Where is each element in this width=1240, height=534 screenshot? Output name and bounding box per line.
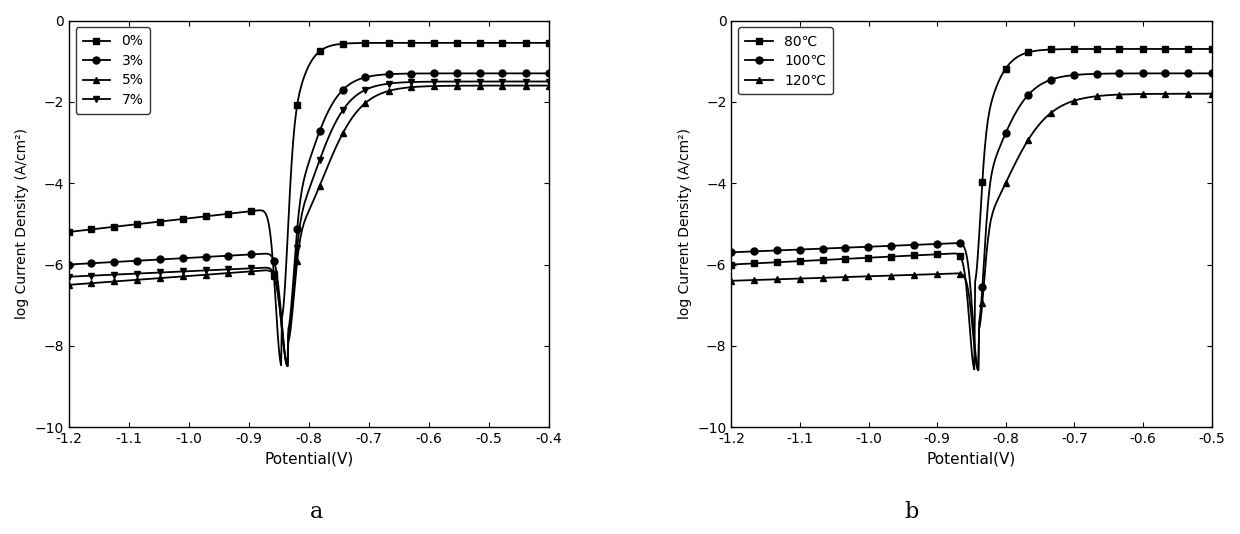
Line: 120℃: 120℃ xyxy=(728,90,1215,374)
5% xyxy=(185,272,200,279)
80℃ xyxy=(1045,46,1060,53)
100℃ xyxy=(808,246,823,252)
100℃ xyxy=(1045,76,1060,82)
5% xyxy=(345,114,360,121)
100℃ xyxy=(1086,70,1101,77)
120℃ xyxy=(847,273,862,280)
120℃ xyxy=(724,278,739,284)
Text: b: b xyxy=(904,501,919,523)
0% xyxy=(279,251,294,257)
X-axis label: Potential(V): Potential(V) xyxy=(264,452,353,467)
0% xyxy=(61,229,76,235)
120℃ xyxy=(1008,160,1023,167)
100℃ xyxy=(971,367,986,373)
7% xyxy=(279,358,294,365)
3% xyxy=(185,254,200,261)
0% xyxy=(274,362,289,368)
120℃ xyxy=(941,270,956,277)
Line: 3%: 3% xyxy=(66,70,552,370)
5% xyxy=(383,88,398,94)
3% xyxy=(424,70,439,76)
7% xyxy=(383,80,398,87)
0% xyxy=(185,215,200,221)
7% xyxy=(185,268,200,274)
100℃ xyxy=(847,244,862,250)
100℃ xyxy=(941,240,956,247)
7% xyxy=(146,270,161,276)
3% xyxy=(146,256,161,263)
5% xyxy=(146,276,161,282)
80℃ xyxy=(1008,55,1023,61)
3% xyxy=(345,79,360,85)
80℃ xyxy=(847,255,862,262)
3% xyxy=(279,358,294,364)
Line: 100℃: 100℃ xyxy=(728,70,1215,374)
Y-axis label: log Current Density (A/cm²): log Current Density (A/cm²) xyxy=(15,128,29,319)
0% xyxy=(424,40,439,46)
5% xyxy=(542,82,557,89)
3% xyxy=(383,71,398,77)
100℃ xyxy=(1008,111,1023,117)
120℃ xyxy=(1204,91,1219,97)
100℃ xyxy=(1204,70,1219,76)
Line: 80℃: 80℃ xyxy=(728,45,1215,373)
80℃ xyxy=(967,366,982,373)
80℃ xyxy=(1204,46,1219,52)
Legend: 80℃, 100℃, 120℃: 80℃, 100℃, 120℃ xyxy=(738,27,833,95)
5% xyxy=(280,363,295,370)
Legend: 0%, 3%, 5%, 7%: 0%, 3%, 5%, 7% xyxy=(76,27,150,114)
Line: 7%: 7% xyxy=(66,78,552,370)
120℃ xyxy=(971,367,986,373)
120℃ xyxy=(1045,108,1060,115)
80℃ xyxy=(1086,46,1101,52)
3% xyxy=(280,363,295,370)
Y-axis label: log Current Density (A/cm²): log Current Density (A/cm²) xyxy=(678,128,692,319)
X-axis label: Potential(V): Potential(V) xyxy=(926,452,1016,467)
5% xyxy=(424,83,439,89)
Line: 5%: 5% xyxy=(66,82,552,370)
5% xyxy=(61,281,76,288)
0% xyxy=(146,219,161,225)
0% xyxy=(345,40,360,46)
7% xyxy=(345,96,360,102)
Text: a: a xyxy=(310,501,322,523)
100℃ xyxy=(724,249,739,256)
0% xyxy=(383,40,398,46)
80℃ xyxy=(808,257,823,263)
7% xyxy=(424,78,439,85)
7% xyxy=(542,78,557,85)
5% xyxy=(279,358,294,365)
3% xyxy=(61,261,76,268)
0% xyxy=(542,40,557,46)
Line: 0%: 0% xyxy=(66,40,552,369)
120℃ xyxy=(1086,93,1101,100)
7% xyxy=(61,273,76,280)
80℃ xyxy=(941,250,956,257)
120℃ xyxy=(808,275,823,281)
80℃ xyxy=(724,261,739,268)
7% xyxy=(280,363,295,370)
3% xyxy=(542,70,557,76)
